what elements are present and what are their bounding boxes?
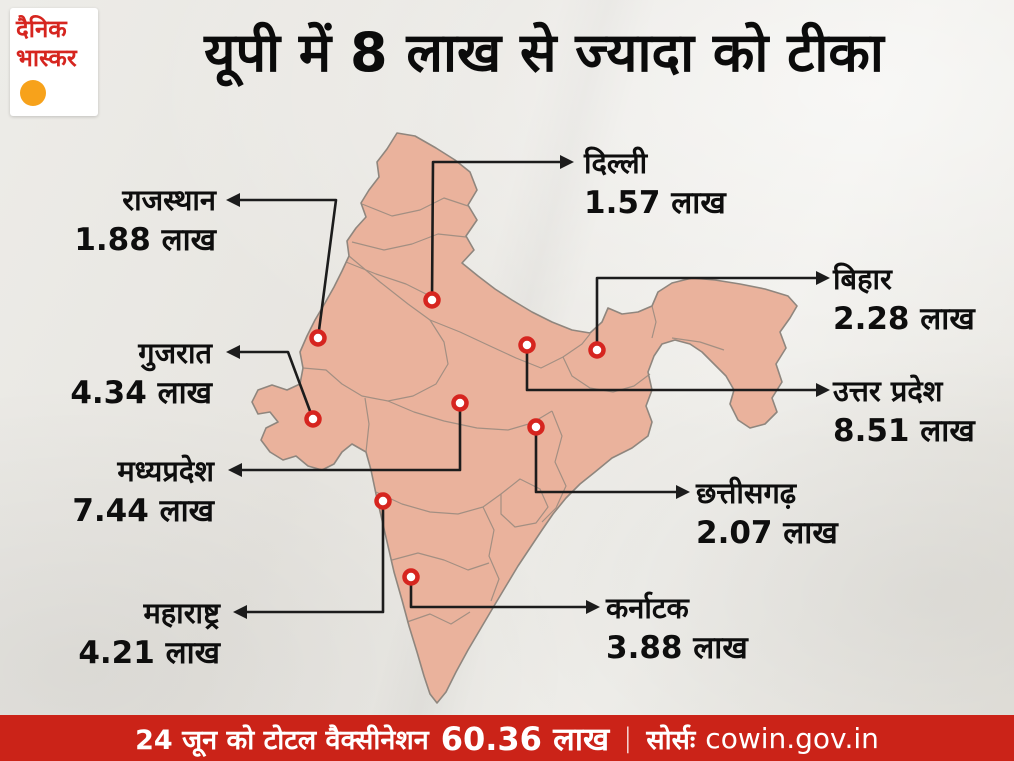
connector-uttar-pradesh: [525, 345, 816, 392]
label-delhi: दिल्ली 1.57 लाख: [584, 143, 726, 223]
label-maharashtra: महाराष्ट्र 4.21 लाख: [20, 593, 220, 673]
arrow-gujarat: [226, 345, 240, 359]
footer-separator: |: [623, 722, 633, 754]
footer-banner: 24 जून को टोटल वैक्सीनेशन 60.36 लाख | सो…: [0, 715, 1014, 761]
connector-rajasthan: [240, 198, 338, 339]
footer-total-value: 60.36 लाख: [440, 719, 610, 758]
connector-bihar: [595, 276, 816, 350]
marker-delhi: [423, 291, 441, 309]
arrow-delhi: [560, 155, 574, 169]
state-value: 4.21 लाख: [78, 635, 220, 671]
state-name: छत्तीसगढ़: [696, 476, 797, 510]
state-value: 4.34 लाख: [70, 375, 212, 411]
state-name: बिहार: [833, 262, 892, 296]
arrow-maharashtra: [233, 605, 247, 619]
state-value: 2.07 लाख: [696, 515, 838, 551]
arrow-bihar: [816, 271, 830, 285]
marker-bihar: [588, 341, 606, 359]
label-madhya-pradesh: मध्यप्रदेश 7.44 लाख: [20, 451, 214, 531]
state-name: कर्नाटक: [606, 591, 689, 625]
connector-maharashtra: [247, 501, 385, 614]
dainik-bhaskar-logo: दैनिक भास्कर: [10, 8, 98, 116]
marker-maharashtra: [374, 492, 392, 510]
connector-delhi: [430, 160, 560, 301]
state-value: 3.88 लाख: [606, 630, 748, 666]
connector-karnataka: [409, 577, 586, 609]
label-bihar: बिहार 2.28 लाख: [833, 259, 975, 339]
connector-madhya-pradesh: [242, 403, 462, 472]
marker-karnataka: [402, 568, 420, 586]
connector-chhattisgarh: [534, 427, 676, 494]
footer-source-label: सोर्सः: [646, 724, 696, 756]
arrow-chhattisgarh: [676, 485, 690, 499]
state-name: दिल्ली: [584, 146, 648, 180]
state-name: मध्यप्रदेश: [117, 454, 214, 488]
marker-rajasthan: [309, 329, 327, 347]
state-value: 1.57 लाख: [584, 185, 726, 221]
label-karnataka: कर्नाटक 3.88 लाख: [606, 588, 748, 668]
marker-gujarat: [304, 410, 322, 428]
label-rajasthan: राजस्थान 1.88 लाख: [20, 180, 216, 260]
logo-text-line2: भास्कर: [16, 44, 77, 72]
state-value: 2.28 लाख: [833, 301, 975, 337]
arrow-karnataka: [586, 600, 600, 614]
marker-madhya-pradesh: [451, 394, 469, 412]
marker-uttar-pradesh: [518, 336, 536, 354]
arrow-rajasthan: [226, 193, 240, 207]
page-title: यूपी में 8 लाख से ज्यादा को टीका: [204, 21, 884, 84]
logo-sun-icon: [20, 80, 46, 106]
footer-total-text: 24 जून को टोटल वैक्सीनेशन: [135, 724, 429, 756]
state-value: 1.88 लाख: [74, 222, 216, 258]
india-outline: [251, 132, 798, 704]
arrow-uttar-pradesh: [816, 383, 830, 397]
state-name: उत्तर प्रदेश: [833, 374, 943, 408]
connector-gujarat: [240, 350, 315, 420]
state-name: गुजरात: [138, 336, 212, 370]
label-uttar-pradesh: उत्तर प्रदेश 8.51 लाख: [833, 371, 975, 451]
footer-source-url: cowin.gov.in: [705, 721, 879, 755]
label-gujarat: गुजरात 4.34 लाख: [20, 333, 212, 413]
state-borders: [302, 197, 725, 625]
label-chhattisgarh: छत्तीसगढ़ 2.07 लाख: [696, 473, 838, 553]
logo-text-line1: दैनिक: [16, 15, 67, 43]
arrow-madhya-pradesh: [228, 463, 242, 477]
state-value: 8.51 लाख: [833, 413, 975, 449]
state-value: 7.44 लाख: [72, 493, 214, 529]
state-name: राजस्थान: [122, 183, 216, 217]
marker-chhattisgarh: [527, 418, 545, 436]
state-name: महाराष्ट्र: [143, 596, 220, 630]
